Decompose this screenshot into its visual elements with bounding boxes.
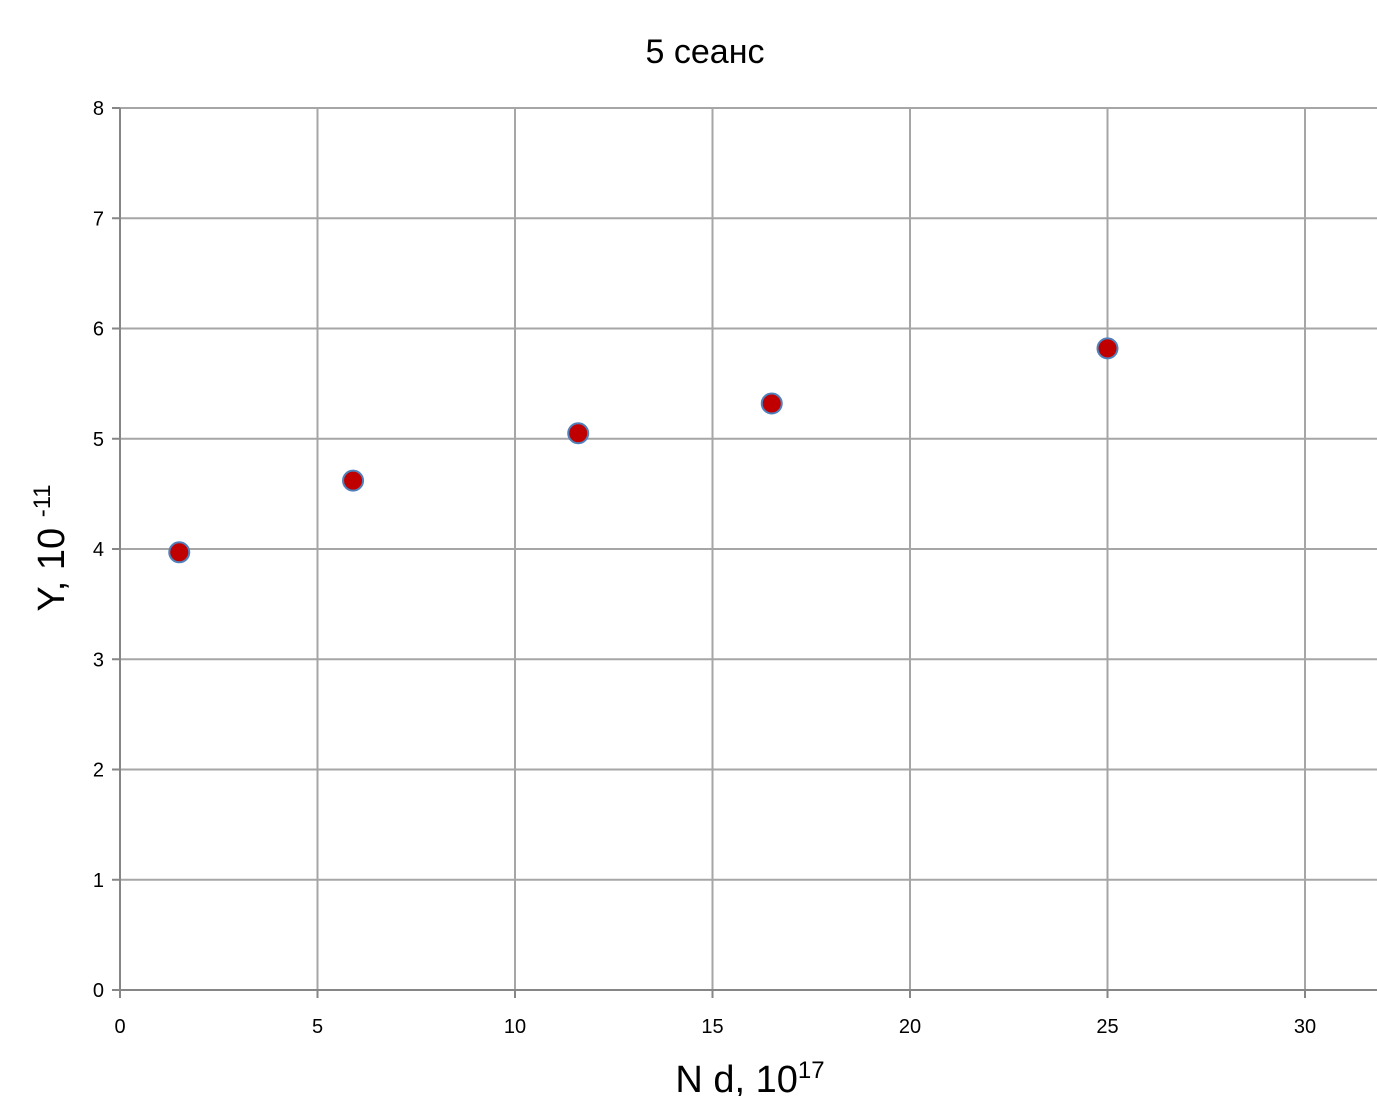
y-tick-label: 8	[93, 98, 104, 120]
y-tick-label: 3	[93, 649, 104, 671]
x-tick-label: 5	[312, 1016, 323, 1038]
data-point	[567, 422, 590, 445]
x-tick-label: 15	[701, 1016, 723, 1038]
y-axis-title-sup: -11	[29, 484, 56, 517]
y-tick-label: 2	[93, 760, 104, 782]
data-points	[168, 337, 1119, 564]
x-tick-labels: 0510152025303540	[114, 1016, 1316, 1038]
y-tick-label: 6	[93, 319, 104, 341]
data-point	[1096, 337, 1119, 360]
x-axis-title-base: N d, 10	[675, 1059, 798, 1096]
data-point	[760, 392, 783, 415]
x-tick-label: 25	[1096, 1016, 1118, 1038]
x-tick-label: 30	[1294, 1016, 1316, 1038]
axes	[112, 107, 1377, 998]
y-tick-label: 5	[93, 429, 104, 451]
y-tick-label: 4	[93, 539, 104, 561]
x-tick-label: 0	[114, 1016, 125, 1038]
y-axis-title: Y, 10 -11	[29, 484, 73, 611]
y-tick-label: 7	[93, 208, 104, 230]
x-axis-title: N d, 1017	[675, 1057, 824, 1096]
chart-title: 5 сеанс	[646, 33, 765, 71]
x-axis-title-sup: 17	[798, 1057, 825, 1084]
data-point	[342, 469, 365, 492]
y-tick-label: 1	[93, 870, 104, 892]
data-point	[168, 541, 191, 564]
x-tick-label: 10	[504, 1016, 526, 1038]
y-axis-title-base: Y, 10	[31, 517, 73, 611]
y-tick-labels: 0 1 2 3 4 5 6 7 8	[93, 98, 104, 1002]
x-tick-label: 20	[899, 1016, 921, 1038]
grid	[120, 107, 1377, 990]
y-tick-label: 0	[93, 980, 104, 1002]
